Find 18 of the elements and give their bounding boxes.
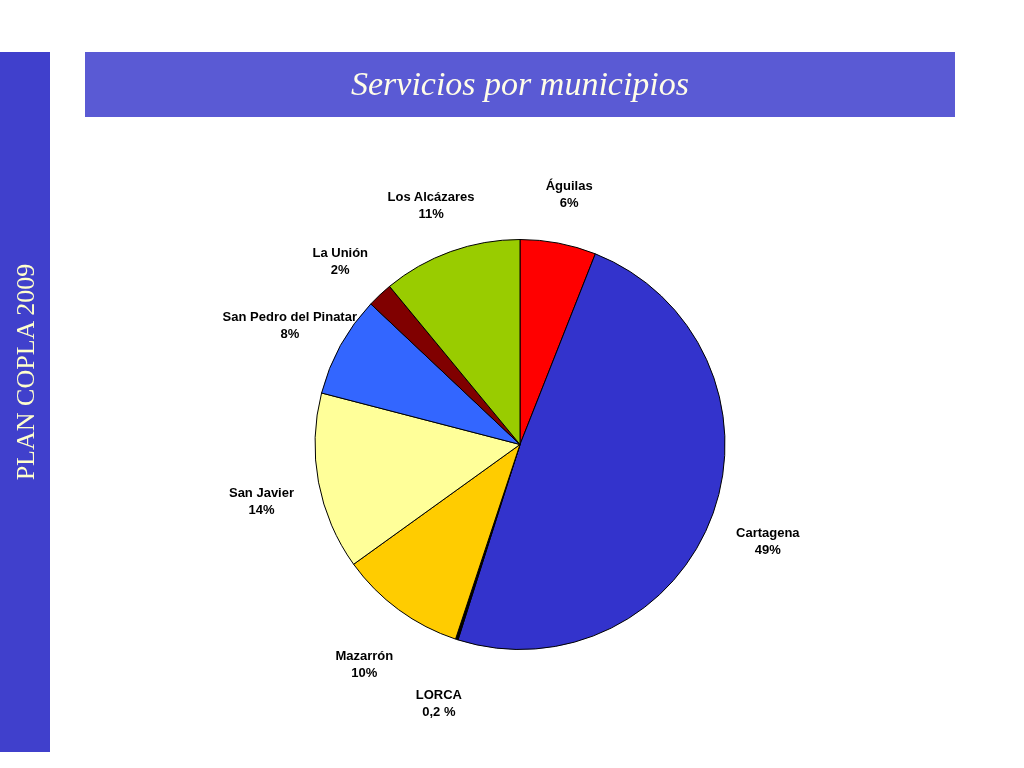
text: PLAN COPLA 2009: [11, 263, 40, 481]
slice-label: San Javier: [228, 484, 295, 500]
data-label: 0,2 %: [422, 703, 456, 719]
slice-label: LORCA: [415, 686, 463, 702]
slice-label: Los Alcázares: [387, 188, 475, 204]
data-label: 49%: [754, 541, 782, 557]
slice-label: Águilas: [545, 178, 593, 194]
data-label: 6%: [559, 195, 580, 211]
data-label: 14%: [248, 501, 275, 517]
slice-label: Cartagena: [736, 524, 801, 540]
data-label: 2%: [330, 261, 351, 277]
slice-label: La Unión: [312, 244, 369, 260]
slice-label: Mazarrón: [335, 648, 394, 664]
data-label: 8%: [280, 326, 300, 342]
chart-title: Servicios por municipios: [350, 65, 690, 102]
data-label: 11%: [418, 205, 445, 221]
data-label: 10%: [351, 665, 378, 681]
slice-label: San Pedro del Pinatar: [222, 309, 357, 325]
